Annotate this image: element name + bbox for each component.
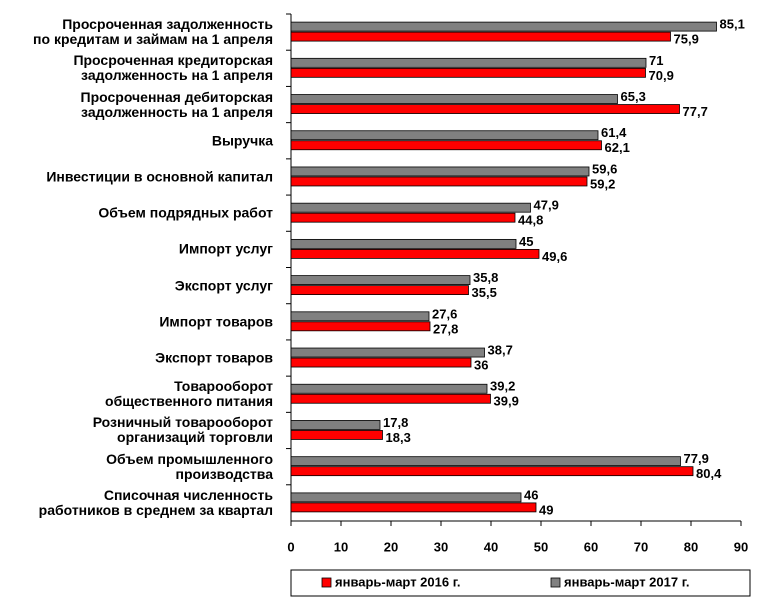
value-label: 59,6	[592, 161, 617, 176]
x-tick-label: 30	[434, 539, 448, 554]
bar	[290, 321, 431, 332]
x-tick-label: 60	[584, 539, 598, 554]
value-label: 27,6	[432, 306, 457, 321]
bar	[290, 357, 472, 368]
value-label: 35,5	[472, 285, 497, 300]
legend-swatch	[550, 577, 561, 588]
value-label: 65,3	[621, 89, 646, 104]
bar	[290, 57, 647, 68]
bar	[290, 104, 680, 114]
value-label: 70,9	[649, 68, 674, 83]
bar	[290, 492, 522, 503]
bar	[290, 275, 471, 286]
category-label: Объем подрядных работ	[98, 204, 273, 221]
value-label: 49,6	[542, 249, 567, 264]
x-tick-label: 70	[634, 539, 648, 554]
bar	[290, 502, 537, 513]
value-label: 38,7	[488, 342, 513, 357]
value-label: 59,2	[590, 176, 615, 191]
bar	[290, 166, 590, 177]
value-label: 85,1	[720, 17, 745, 32]
x-tick-label: 0	[287, 539, 294, 554]
x-tick-label: 20	[384, 539, 398, 554]
value-label: 75,9	[674, 32, 699, 47]
legend-label: январь-март 2017 г.	[564, 574, 689, 589]
value-label: 77,9	[684, 451, 709, 466]
value-label: 61,4	[601, 125, 627, 140]
value-label: 35,8	[473, 270, 498, 285]
bar	[290, 311, 430, 322]
value-label: 39,2	[490, 379, 515, 394]
value-label: 46	[524, 487, 538, 502]
value-label: 49	[539, 502, 553, 517]
category-label: Списочная численность работников в средн…	[38, 486, 273, 518]
category-label: Просроченная задолженность по кредитам и…	[33, 16, 273, 48]
legend-label: январь-март 2016 г.	[335, 574, 460, 589]
legend-box	[290, 569, 751, 597]
category-label: Импорт товаров	[159, 313, 273, 330]
value-label: 44,8	[518, 213, 543, 228]
value-label: 27,8	[433, 321, 458, 336]
bar	[290, 94, 618, 104]
value-label: 62,1	[605, 140, 630, 155]
x-tick-label: 80	[684, 539, 698, 554]
bar	[290, 347, 485, 358]
value-label: 17,8	[383, 415, 408, 430]
category-label: Розничный товарооборот организаций торго…	[92, 414, 273, 446]
value-label: 80,4	[696, 466, 722, 481]
bar	[290, 238, 517, 249]
value-label: 36	[474, 357, 488, 372]
category-label: Экспорт товаров	[155, 349, 273, 366]
bar	[290, 140, 602, 151]
category-label: Выручка	[211, 132, 273, 149]
x-tick-label: 10	[334, 539, 348, 554]
x-tick-label: 50	[534, 539, 548, 554]
value-label: 71	[649, 53, 663, 68]
value-label: 45	[519, 234, 533, 249]
bar	[290, 202, 531, 213]
bar	[290, 212, 516, 223]
category-label: Экспорт услуг	[174, 277, 273, 294]
legend-swatch	[321, 577, 332, 588]
bar	[290, 420, 381, 430]
bar	[290, 285, 469, 296]
x-tick-label: 90	[734, 539, 748, 554]
bar	[290, 31, 671, 42]
category-label: Инвестиции в основной капитал	[46, 168, 273, 185]
bar	[290, 456, 681, 467]
bar	[290, 67, 646, 78]
value-label: 39,9	[494, 394, 519, 409]
category-label: Объем промышленного производства	[106, 450, 273, 482]
x-tick-label: 40	[484, 539, 498, 554]
bar	[290, 130, 599, 141]
value-label: 77,7	[683, 104, 708, 119]
category-label: Просроченная дебиторская задолженность н…	[80, 88, 273, 120]
category-label: Товарооборот общественного питания	[105, 378, 273, 410]
bar	[290, 393, 491, 404]
bar	[290, 21, 717, 32]
bar	[290, 430, 383, 440]
bar	[290, 248, 540, 259]
value-label: 18,3	[386, 430, 411, 445]
bar	[290, 176, 588, 187]
value-label: 47,9	[534, 198, 559, 213]
category-label: Импорт услуг	[178, 240, 273, 257]
bar	[290, 383, 488, 394]
bar	[290, 466, 694, 477]
category-label: Просроченная кредиторская задолженность …	[73, 52, 273, 84]
